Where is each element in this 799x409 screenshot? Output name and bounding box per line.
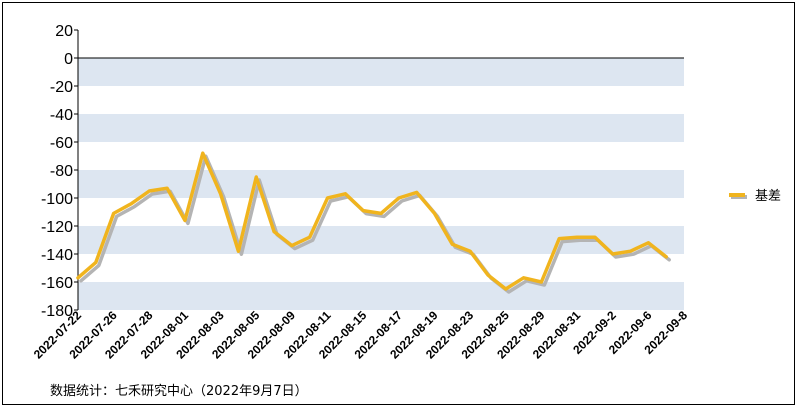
- source-note: 数据统计：七禾研究中心（2022年9月7日）: [50, 384, 308, 399]
- y-tick-label: -140: [41, 247, 73, 264]
- y-tick-label: -100: [41, 191, 73, 208]
- grid-band: [78, 170, 684, 198]
- y-tick-label: -80: [50, 163, 73, 180]
- grid-band: [78, 58, 684, 86]
- y-tick-label: -60: [50, 135, 73, 152]
- y-tick-label: 20: [55, 23, 73, 40]
- y-tick-label: -160: [41, 275, 73, 292]
- grid-band: [78, 114, 684, 142]
- y-tick-label: -20: [50, 79, 73, 96]
- legend-label: 基差: [755, 189, 781, 204]
- series-line: [76, 151, 668, 291]
- grid-band: [78, 282, 684, 310]
- y-tick-label: -180: [41, 303, 73, 320]
- y-tick-label: 0: [64, 51, 73, 68]
- y-tick-label: -40: [50, 107, 73, 124]
- y-tick-label: -120: [41, 219, 73, 236]
